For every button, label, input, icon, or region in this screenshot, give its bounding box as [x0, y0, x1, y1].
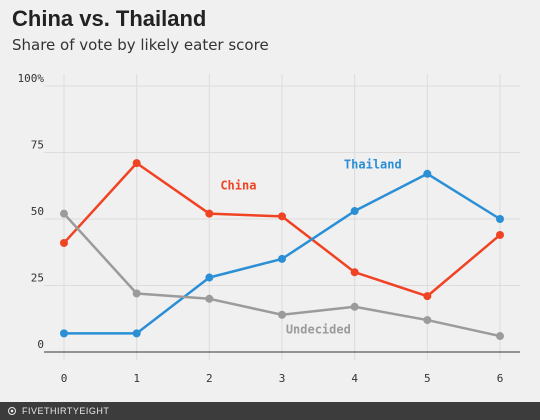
undecided-data-point — [496, 332, 504, 341]
x-tick-label: 0 — [61, 372, 68, 385]
undecided-data-point — [205, 294, 214, 303]
brand-name: FIVETHIRTYEIGHT — [22, 406, 110, 416]
china-data-point — [423, 292, 432, 301]
china-series-label: China — [220, 179, 256, 193]
china-data-point — [350, 268, 359, 277]
y-tick-label: 75 — [31, 139, 44, 152]
china-data-point — [60, 238, 68, 247]
china-data-point — [132, 159, 141, 168]
undecided-data-point — [350, 302, 359, 311]
undecided-data-point — [278, 310, 286, 319]
thailand-data-point — [205, 273, 214, 282]
x-tick-label: 2 — [206, 372, 213, 385]
thailand-data-point — [350, 207, 359, 216]
thailand-data-point — [60, 329, 68, 338]
thailand-data-point — [278, 254, 286, 263]
undecided-series-label: Undecided — [286, 322, 351, 336]
fivethirtyeight-logo-icon — [8, 407, 16, 415]
china-data-point — [278, 212, 286, 221]
undecided-data-point — [423, 316, 432, 325]
chart-title: China vs. Thailand — [12, 6, 207, 31]
x-tick-label: 6 — [497, 372, 504, 385]
x-tick-label: 4 — [351, 372, 358, 385]
china-data-point — [496, 230, 504, 239]
thailand-data-point — [132, 329, 141, 338]
thailand-data-point — [496, 215, 504, 223]
undecided-data-point — [132, 289, 141, 298]
x-tick-label: 3 — [279, 372, 286, 385]
y-tick-label: 100% — [18, 72, 45, 85]
chart-subtitle: Share of vote by likely eater score — [12, 36, 269, 54]
undecided-data-point — [60, 209, 68, 218]
thailand-data-point — [423, 169, 432, 178]
thailand-series-label: Thailand — [344, 157, 402, 171]
x-tick-label: 1 — [133, 372, 140, 385]
x-tick-label: 5 — [424, 372, 431, 385]
line-chart: 0 25 50 75 100% 0 1 2 3 4 5 6 China Thailand Undecided — [18, 72, 520, 385]
y-tick-label: 50 — [31, 205, 44, 218]
y-tick-label: 0 — [37, 338, 44, 351]
footer-bar: FIVETHIRTYEIGHT — [0, 402, 540, 420]
y-tick-label: 25 — [31, 272, 44, 285]
china-data-point — [205, 209, 214, 218]
